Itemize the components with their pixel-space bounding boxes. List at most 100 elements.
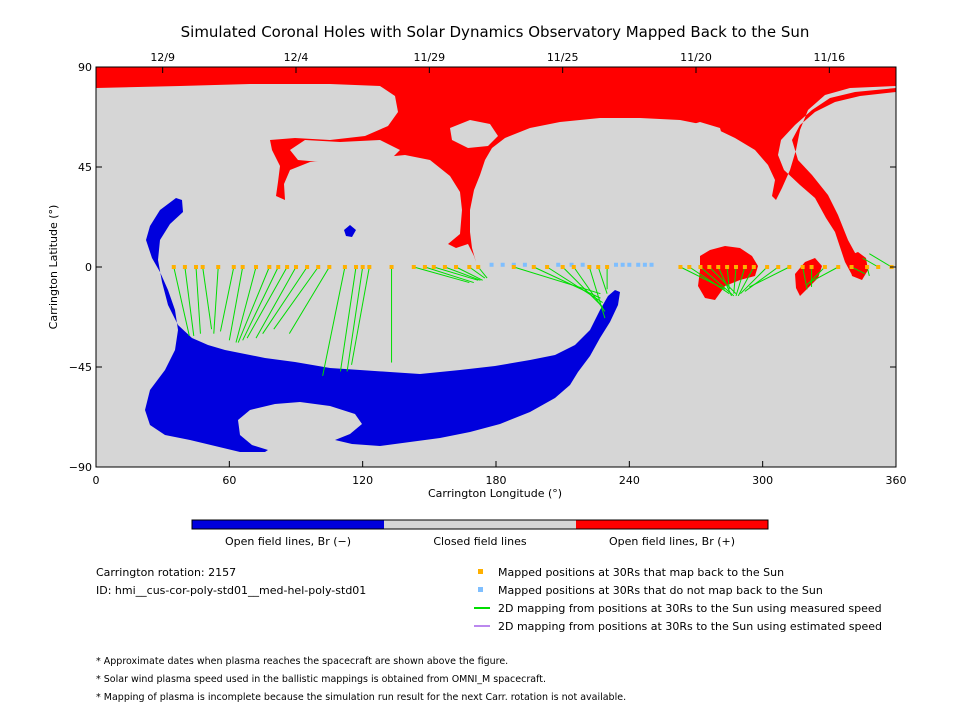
negative-open-region	[145, 198, 620, 452]
mapping-line	[597, 266, 608, 294]
legend-label: 2D mapping from positions at 30Rs to the…	[498, 602, 882, 615]
unmapped-point	[556, 262, 561, 267]
mapped-point	[716, 265, 721, 269]
unmapped-point	[627, 262, 632, 267]
unmapped-point	[636, 262, 641, 267]
unmapped-point	[511, 262, 516, 267]
y-tick-label: 45	[78, 161, 92, 174]
unmapped-point	[500, 262, 505, 267]
colorbar: Open field lines, Br (−) Closed field li…	[191, 519, 769, 548]
mapping-line	[413, 266, 470, 284]
mapped-point	[849, 265, 854, 269]
note-speed: * Solar wind plasma speed used in the ba…	[96, 674, 546, 685]
unmapped-point	[489, 262, 494, 267]
mapped-point	[560, 265, 565, 269]
mapping-line	[213, 266, 219, 334]
mapped-point	[354, 265, 358, 269]
legend-marker	[478, 587, 483, 592]
mapped-point	[422, 265, 427, 269]
colorbar-label-closed: Closed field lines	[433, 535, 527, 548]
unmapped-positions	[489, 262, 654, 267]
x-tick-label: 120	[352, 474, 373, 487]
mapping-line	[237, 266, 270, 343]
mapped-positions	[171, 265, 894, 269]
mapping-line	[851, 266, 866, 275]
mapping-line	[513, 266, 601, 295]
colorbar-label-negative: Open field lines, Br (−)	[225, 535, 351, 548]
mapped-point	[267, 265, 272, 269]
mapping-line	[255, 266, 297, 339]
note-incomplete: * Mapping of plasma is incomplete becaus…	[96, 692, 627, 703]
mapping-line	[588, 266, 606, 319]
unmapped-point	[580, 262, 585, 267]
mapped-point	[360, 265, 365, 269]
mapping-line	[740, 266, 768, 295]
axes: 0 60 120 180 240 300 360 90 45 0 −45 −90 12/9 12/4 11/…	[69, 51, 907, 487]
mapping-line	[733, 266, 737, 294]
mapped-point	[765, 265, 770, 269]
mapped-point	[511, 265, 516, 269]
mapping-lines-measured	[173, 253, 892, 376]
mapping-line	[562, 266, 604, 308]
mapped-point	[707, 265, 712, 269]
x-tick-label: 180	[486, 474, 507, 487]
mapped-point	[742, 265, 747, 269]
y-tick-label: −45	[69, 361, 92, 374]
mapping-line	[173, 266, 190, 336]
mapping-line	[869, 253, 892, 268]
mapped-point	[442, 265, 447, 269]
note-dates: * Approximate dates when plasma reaches …	[96, 656, 509, 667]
mapped-point	[725, 265, 730, 269]
mapped-point	[327, 265, 332, 269]
mapping-line	[273, 266, 319, 330]
mapping-line	[689, 266, 730, 295]
mapping-line	[700, 266, 735, 297]
mapped-point	[587, 265, 592, 269]
mapping-line	[573, 266, 606, 312]
mapped-point	[194, 265, 198, 269]
mapping-line	[735, 266, 746, 297]
mapped-point	[531, 265, 536, 269]
positive-open-region-equatorial	[698, 246, 868, 300]
legend-marker	[478, 569, 483, 574]
mapped-point	[431, 265, 436, 269]
legend-label: Mapped positions at 30Rs that do not map…	[498, 584, 823, 597]
mapped-point	[316, 265, 321, 269]
mapping-line	[195, 266, 201, 334]
mapping-line	[749, 266, 790, 288]
x-tick-label: 0	[93, 474, 100, 487]
mapping-line	[228, 266, 244, 341]
mapping-line	[737, 266, 755, 297]
mapped-point	[216, 265, 221, 269]
mapping-line	[219, 266, 235, 332]
mapping-line	[242, 266, 279, 341]
mapping-line	[351, 266, 370, 365]
mapped-point	[305, 265, 310, 269]
unmapped-point	[642, 262, 647, 267]
mapping-line	[339, 266, 357, 372]
date-tick-label: 12/9	[150, 51, 175, 64]
mapped-point	[787, 265, 792, 269]
y-tick-label: 0	[85, 261, 92, 274]
y-tick-label: −90	[69, 461, 92, 474]
mapping-line	[202, 266, 213, 330]
mapping-line	[433, 266, 479, 281]
mapping-line	[802, 266, 808, 290]
mapping-line	[862, 257, 879, 268]
mapped-point	[865, 265, 870, 269]
mapping-line	[288, 266, 330, 334]
mapped-point	[231, 265, 236, 269]
colorbar-positive	[576, 520, 768, 529]
mapping-line	[726, 266, 730, 290]
run-id-info: ID: hmi__cus-cor-poly-std01__med-hel-pol…	[96, 584, 367, 597]
colorbar-negative	[192, 520, 384, 529]
mapped-point	[678, 265, 683, 269]
mapping-line	[546, 266, 603, 303]
mapped-point	[876, 265, 881, 269]
mapped-point	[545, 265, 550, 269]
plot-area	[95, 66, 897, 468]
mapped-point	[454, 265, 458, 269]
date-tick-label: 11/16	[813, 51, 845, 64]
x-tick-label: 60	[222, 474, 236, 487]
closed-field-islands	[290, 120, 724, 162]
